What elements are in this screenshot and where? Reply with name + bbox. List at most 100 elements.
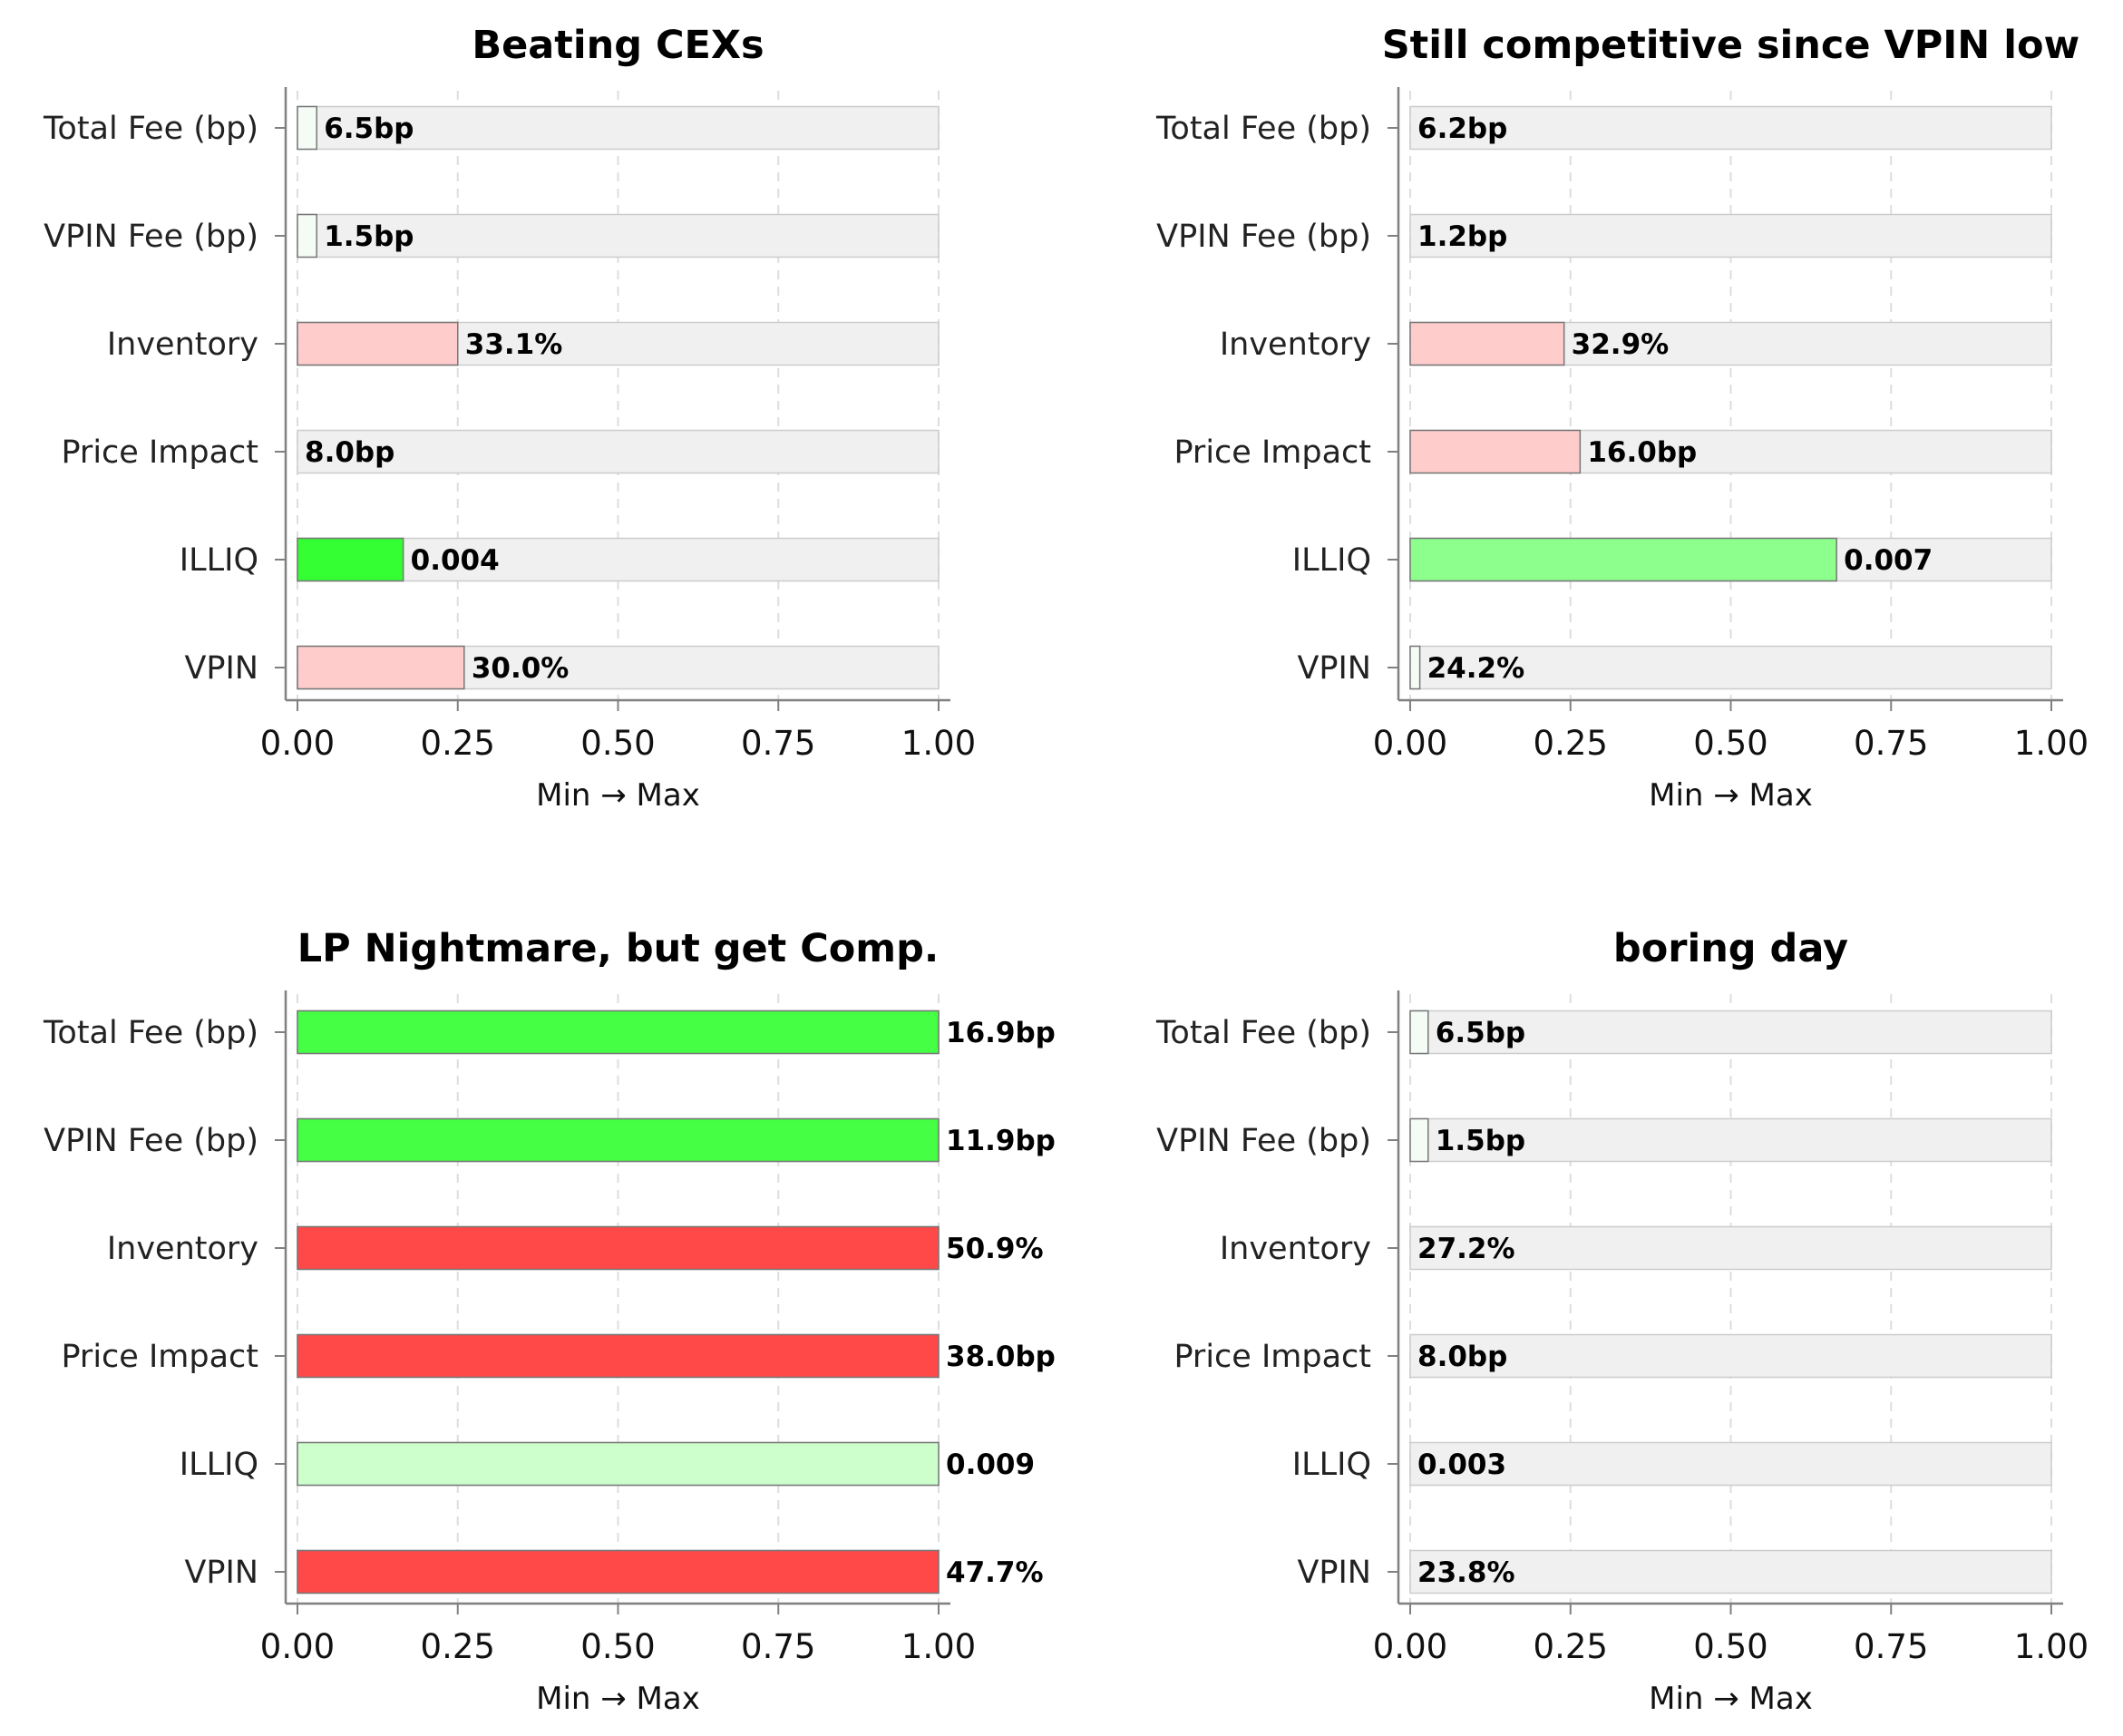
bar-inventory bbox=[297, 1225, 940, 1271]
bar-total-fee-bp bbox=[1409, 1009, 1429, 1055]
track-bar bbox=[1409, 1549, 2052, 1595]
data-label: 1.5bp bbox=[324, 220, 414, 253]
x-tick-label: 0.25 bbox=[1534, 724, 1608, 763]
bar-vpin-fee-bp bbox=[1409, 1117, 1429, 1163]
data-label: 38.0bp bbox=[946, 1341, 1056, 1373]
bar-inventory bbox=[1409, 321, 1565, 366]
track-bar bbox=[297, 429, 940, 474]
track-bar bbox=[297, 213, 940, 258]
y-tick-label: Total Fee (bp) bbox=[43, 1015, 258, 1051]
x-tick-label: 0.75 bbox=[1854, 1627, 1928, 1666]
data-label: 16.9bp bbox=[946, 1017, 1056, 1049]
track-bar bbox=[1409, 213, 2052, 258]
y-tick-label: ILLIQ bbox=[180, 1447, 258, 1483]
x-tick-label: 1.00 bbox=[2014, 1627, 2089, 1666]
y-tick-label: VPIN bbox=[1297, 650, 1371, 687]
y-tick-label: VPIN Fee (bp) bbox=[44, 1123, 258, 1159]
x-tick-label: 0.75 bbox=[1854, 724, 1928, 763]
track-bar bbox=[297, 537, 940, 582]
x-tick-label: 0.00 bbox=[260, 1627, 335, 1666]
x-axis-label: Min → Max bbox=[1649, 1681, 1813, 1717]
x-tick-label: 0.00 bbox=[1373, 1627, 1447, 1666]
bar-vpin bbox=[1409, 645, 1421, 690]
x-tick-label: 1.00 bbox=[901, 724, 976, 763]
track-bar bbox=[1409, 645, 2052, 690]
data-label: 33.1% bbox=[465, 328, 563, 361]
data-label: 24.2% bbox=[1427, 652, 1525, 685]
y-tick-label: VPIN Fee (bp) bbox=[44, 219, 258, 255]
x-tick-label: 0.25 bbox=[421, 1627, 495, 1666]
x-tick-label: 0.00 bbox=[260, 724, 335, 763]
track-bar bbox=[1409, 1117, 2052, 1163]
x-axis-label: Min → Max bbox=[536, 777, 700, 814]
track-bar bbox=[1409, 1333, 2052, 1379]
x-tick-label: 0.75 bbox=[741, 724, 815, 763]
chart-panel-3: LP Nightmare, but get Comp. 16.9bp Total F… bbox=[43, 926, 1056, 1717]
bar-vpin-fee-bp bbox=[297, 213, 317, 258]
y-tick-label: Total Fee (bp) bbox=[1155, 1015, 1371, 1051]
y-tick-label: VPIN bbox=[184, 1555, 258, 1591]
data-label: 8.0bp bbox=[1417, 1341, 1507, 1373]
data-label: 32.9% bbox=[1572, 328, 1670, 361]
x-axis-label: Min → Max bbox=[536, 1681, 700, 1717]
y-tick-label: Total Fee (bp) bbox=[43, 111, 258, 147]
y-tick-label: ILLIQ bbox=[1292, 542, 1371, 579]
data-label: 23.8% bbox=[1417, 1556, 1515, 1589]
y-tick-label: ILLIQ bbox=[180, 542, 258, 579]
x-tick-label: 0.50 bbox=[580, 1627, 655, 1666]
bar-illiq bbox=[297, 1441, 940, 1487]
y-tick-label: VPIN Fee (bp) bbox=[1156, 1123, 1371, 1159]
data-label: 16.0bp bbox=[1587, 436, 1697, 469]
data-label: 11.9bp bbox=[946, 1125, 1056, 1157]
bar-vpin bbox=[297, 1549, 940, 1595]
data-label: 50.9% bbox=[946, 1233, 1044, 1265]
x-tick-label: 0.00 bbox=[1373, 724, 1447, 763]
x-tick-label: 0.75 bbox=[741, 1627, 815, 1666]
y-tick-label: Price Impact bbox=[61, 1339, 258, 1375]
bar-price-impact bbox=[297, 1333, 940, 1379]
y-tick-label: Price Impact bbox=[61, 434, 258, 471]
track-bar bbox=[297, 105, 940, 151]
x-axis-label: Min → Max bbox=[1649, 777, 1813, 814]
data-label: 0.004 bbox=[411, 544, 500, 577]
data-label: 0.007 bbox=[1844, 544, 1933, 577]
bar-total-fee-bp bbox=[297, 1009, 940, 1055]
x-tick-label: 0.25 bbox=[421, 724, 495, 763]
y-tick-label: Price Impact bbox=[1173, 434, 1371, 471]
x-tick-label: 1.00 bbox=[901, 1627, 976, 1666]
data-label: 47.7% bbox=[946, 1556, 1044, 1589]
track-bar bbox=[1409, 1225, 2052, 1271]
track-bar bbox=[1409, 1009, 2052, 1055]
y-tick-label: Inventory bbox=[107, 327, 258, 363]
data-label: 0.003 bbox=[1417, 1448, 1506, 1481]
bar-price-impact bbox=[1409, 429, 1582, 474]
bar-inventory bbox=[297, 321, 459, 366]
x-tick-label: 0.50 bbox=[1693, 724, 1768, 763]
data-label: 6.5bp bbox=[1436, 1017, 1525, 1049]
data-label: 6.2bp bbox=[1417, 112, 1507, 145]
y-tick-label: VPIN bbox=[184, 650, 258, 687]
y-tick-label: Price Impact bbox=[1173, 1339, 1371, 1375]
data-label: 8.0bp bbox=[305, 436, 394, 469]
chart-title: Beating CEXs bbox=[472, 23, 764, 68]
x-tick-label: 0.25 bbox=[1534, 1627, 1608, 1666]
bar-vpin-fee-bp bbox=[297, 1117, 940, 1163]
y-tick-label: Inventory bbox=[107, 1231, 258, 1267]
data-label: 30.0% bbox=[472, 652, 570, 685]
y-tick-label: VPIN Fee (bp) bbox=[1156, 219, 1371, 255]
bar-illiq bbox=[297, 537, 404, 582]
chart-title: boring day bbox=[1613, 926, 1848, 971]
track-bar bbox=[1409, 105, 2052, 151]
data-label: 0.009 bbox=[946, 1448, 1035, 1481]
chart-panel-4: boring day 6.5bp Total Fee (bp) 1.5bp VPIN F… bbox=[1155, 926, 2089, 1717]
y-tick-label: Inventory bbox=[1220, 327, 1371, 363]
chart-title: Still competitive since VPIN low bbox=[1382, 23, 2080, 68]
bar-illiq bbox=[1409, 537, 1837, 582]
x-tick-label: 0.50 bbox=[1693, 1627, 1768, 1666]
y-tick-label: ILLIQ bbox=[1292, 1447, 1371, 1483]
data-label: 1.2bp bbox=[1417, 220, 1507, 253]
data-label: 6.5bp bbox=[324, 112, 414, 145]
chart-panel-2: Still competitive since VPIN low 6.2bp Tot… bbox=[1155, 23, 2089, 814]
chart-panel-1: Beating CEXs 6.5bp Total Fee (bp) 1.5bp VPIN… bbox=[43, 23, 976, 814]
